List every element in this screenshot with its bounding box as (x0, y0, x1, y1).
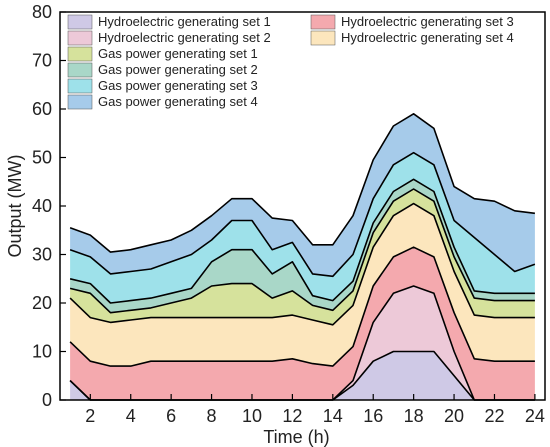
area-line-8 (69, 113, 535, 253)
area-line-5 (69, 188, 535, 314)
x-tick-label: 4 (126, 406, 136, 426)
legend-swatch (310, 30, 336, 46)
x-tick-label: 16 (363, 406, 383, 426)
legend-swatch (310, 14, 336, 30)
x-axis-title: Time (h) (263, 427, 329, 447)
legend-label: Hydroelectric generating set 2 (98, 30, 271, 45)
y-axis-title: Output (MW) (5, 154, 25, 257)
x-tick-label: 8 (207, 406, 217, 426)
y-tick-label: 70 (32, 51, 52, 71)
y-tick-label: 20 (32, 293, 52, 313)
area-4 (70, 203, 535, 367)
legend-label: Hydroelectric generating set 1 (98, 14, 271, 29)
x-tick-label: 20 (444, 406, 464, 426)
area-line-7 (69, 151, 536, 278)
area-line-6 (69, 178, 535, 304)
area-8 (70, 113, 535, 277)
legend-label: Hydroelectric generating set 4 (341, 30, 514, 45)
x-tick-label: 12 (282, 406, 302, 426)
y-tick-label: 60 (32, 99, 52, 119)
legend: Hydroelectric generating set 1Hydroelect… (67, 14, 514, 110)
y-tick-label: 30 (32, 245, 52, 265)
legend-swatch (67, 46, 93, 62)
area-5 (70, 189, 535, 325)
x-tick-label: 2 (85, 406, 95, 426)
y-tick-label: 40 (32, 196, 52, 216)
area-line-4 (69, 202, 535, 326)
legend-label: Gas power generating set 2 (98, 62, 258, 77)
x-axis-ticks: 2 4 6 8 10 12 14 16 18 20 22 24 (85, 394, 545, 426)
x-tick-label: 18 (404, 406, 424, 426)
x-tick-label: 10 (242, 406, 262, 426)
x-tick-label: 14 (323, 406, 343, 426)
legend-swatch (67, 14, 93, 30)
legend-label: Gas power generating set 4 (98, 94, 258, 109)
x-tick-label: 6 (166, 406, 176, 426)
y-tick-label: 10 (32, 342, 52, 362)
legend-label: Hydroelectric generating set 3 (341, 14, 514, 29)
legend-label: Gas power generating set 3 (98, 78, 258, 93)
legend-swatch (67, 30, 93, 46)
legend-label: Gas power generating set 1 (98, 46, 258, 61)
area-2 (70, 286, 535, 400)
legend-swatch (67, 62, 93, 78)
area-1 (70, 351, 535, 400)
y-tick-label: 80 (32, 2, 52, 22)
y-axis-ticks: 0 10 20 30 40 50 60 70 80 (32, 2, 66, 410)
area-7 (70, 152, 535, 303)
y-tick-label: 0 (42, 390, 52, 410)
area-line-3 (69, 246, 535, 367)
legend-swatch (67, 94, 93, 110)
y-tick-label: 50 (32, 148, 52, 168)
x-tick-label: 22 (484, 406, 504, 426)
legend-swatch (67, 78, 93, 94)
x-tick-label: 24 (525, 406, 545, 426)
